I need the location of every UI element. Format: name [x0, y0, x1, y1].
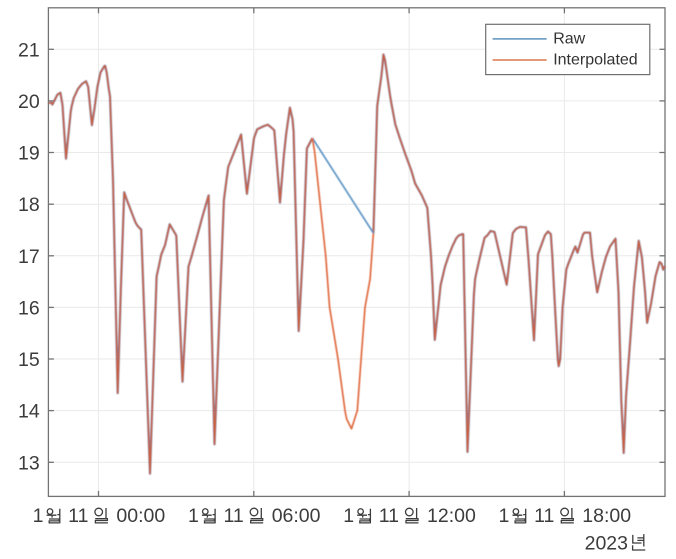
svg-text:19: 19 — [18, 143, 40, 165]
svg-text:17: 17 — [18, 246, 40, 268]
svg-text:11: 11 — [379, 505, 399, 527]
svg-text:1: 1 — [33, 505, 44, 527]
svg-text:1: 1 — [343, 505, 354, 527]
svg-text:18:00: 18:00 — [582, 505, 631, 527]
svg-text:11: 11 — [534, 505, 554, 527]
svg-text:11: 11 — [68, 505, 88, 527]
svg-text:21: 21 — [18, 39, 40, 61]
svg-text:1: 1 — [188, 505, 199, 527]
svg-text:15: 15 — [18, 349, 40, 371]
svg-text:1: 1 — [499, 505, 510, 527]
svg-text:06:00: 06:00 — [272, 505, 321, 527]
svg-text:13: 13 — [18, 452, 40, 474]
svg-text:Interpolated: Interpolated — [553, 52, 638, 69]
svg-text:2023: 2023 — [585, 533, 628, 555]
svg-text:11: 11 — [223, 505, 243, 527]
svg-text:20: 20 — [18, 91, 40, 113]
svg-text:14: 14 — [18, 401, 40, 423]
svg-text:12:00: 12:00 — [427, 505, 476, 527]
svg-text:18: 18 — [18, 194, 40, 216]
svg-text:00:00: 00:00 — [116, 505, 165, 527]
svg-text:Raw: Raw — [553, 31, 585, 48]
svg-text:16: 16 — [18, 297, 40, 319]
